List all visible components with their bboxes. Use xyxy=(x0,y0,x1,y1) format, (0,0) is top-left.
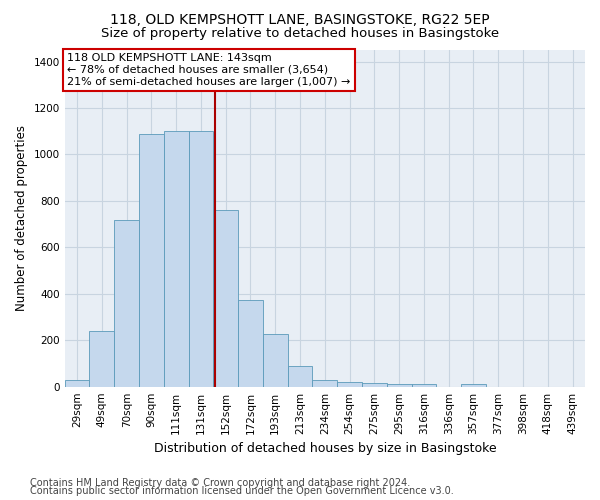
Text: Size of property relative to detached houses in Basingstoke: Size of property relative to detached ho… xyxy=(101,28,499,40)
Text: Contains HM Land Registry data © Crown copyright and database right 2024.: Contains HM Land Registry data © Crown c… xyxy=(30,478,410,488)
Text: 118 OLD KEMPSHOTT LANE: 143sqm
← 78% of detached houses are smaller (3,654)
21% : 118 OLD KEMPSHOTT LANE: 143sqm ← 78% of … xyxy=(67,54,350,86)
Bar xyxy=(139,134,164,386)
Bar xyxy=(114,220,139,386)
Bar xyxy=(65,380,89,386)
Y-axis label: Number of detached properties: Number of detached properties xyxy=(15,126,28,312)
Bar xyxy=(263,334,287,386)
Bar xyxy=(412,384,436,386)
Bar xyxy=(89,331,114,386)
Text: 118, OLD KEMPSHOTT LANE, BASINGSTOKE, RG22 5EP: 118, OLD KEMPSHOTT LANE, BASINGSTOKE, RG… xyxy=(110,12,490,26)
Bar xyxy=(313,380,337,386)
Bar xyxy=(387,384,412,386)
Bar xyxy=(238,300,263,386)
Bar xyxy=(461,384,486,386)
Bar xyxy=(337,382,362,386)
Bar xyxy=(214,210,238,386)
Bar xyxy=(362,382,387,386)
X-axis label: Distribution of detached houses by size in Basingstoke: Distribution of detached houses by size … xyxy=(154,442,496,455)
Bar xyxy=(188,132,214,386)
Bar xyxy=(164,132,188,386)
Bar xyxy=(287,366,313,386)
Text: Contains public sector information licensed under the Open Government Licence v3: Contains public sector information licen… xyxy=(30,486,454,496)
